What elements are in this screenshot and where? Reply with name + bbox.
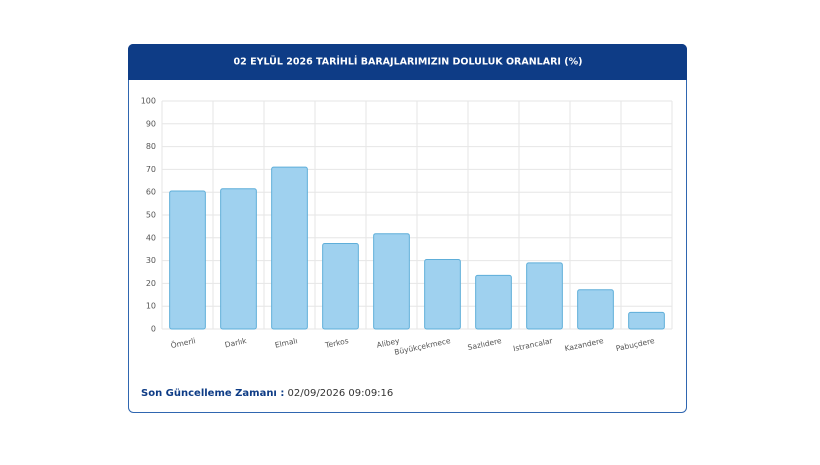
- y-tick-label: 70: [146, 165, 156, 174]
- bar: [220, 188, 257, 330]
- bar: [628, 311, 665, 330]
- card-header: [128, 44, 687, 80]
- bar: [373, 233, 410, 330]
- y-tick-label: 0: [151, 325, 156, 334]
- card: [128, 44, 687, 413]
- y-tick-label: 80: [146, 142, 156, 151]
- bar: [475, 274, 512, 330]
- bar: [526, 262, 563, 330]
- y-tick-label: 20: [146, 279, 156, 288]
- y-tick-label: 90: [146, 119, 156, 128]
- bar: [424, 258, 461, 330]
- footer-value: 02/09/2026 09:09:16: [288, 388, 394, 399]
- bar: [169, 190, 206, 330]
- footer: Son Güncelleme Zamanı : 02/09/2026 09:09…: [141, 388, 393, 399]
- y-tick-label: 60: [146, 188, 156, 197]
- chart-title: 02 EYLÜL 2026 TARİHLİ BARAJLARIMIZIN DOL…: [234, 57, 583, 68]
- footer-label: Son Güncelleme Zamanı :: [141, 388, 284, 399]
- bar: [577, 289, 614, 330]
- bar: [271, 166, 308, 330]
- y-tick-label: 50: [146, 211, 156, 220]
- bar: [322, 243, 359, 330]
- y-tick-label: 30: [146, 256, 156, 265]
- y-tick-label: 40: [146, 233, 156, 242]
- y-tick-label: 10: [146, 302, 156, 311]
- y-tick-label: 100: [141, 97, 156, 106]
